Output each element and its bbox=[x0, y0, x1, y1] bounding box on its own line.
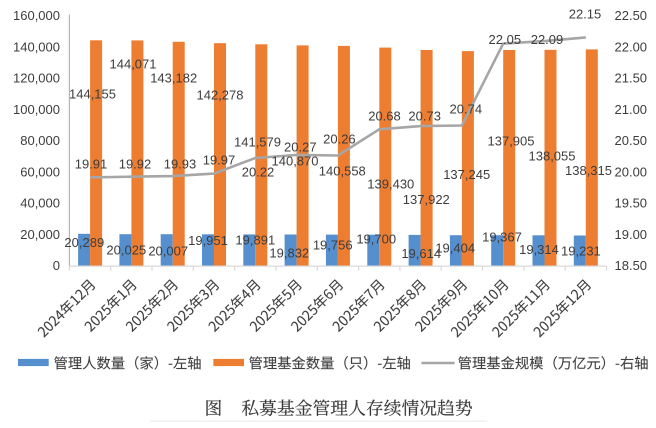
svg-text:80,000: 80,000 bbox=[20, 133, 60, 148]
svg-text:142,278: 142,278 bbox=[197, 88, 244, 103]
svg-text:143,182: 143,182 bbox=[150, 70, 197, 85]
svg-text:140,558: 140,558 bbox=[319, 163, 366, 178]
svg-text:19.97: 19.97 bbox=[203, 153, 236, 168]
svg-text:19.92: 19.92 bbox=[119, 156, 152, 171]
svg-text:22.05: 22.05 bbox=[489, 32, 522, 47]
svg-text:19.93: 19.93 bbox=[164, 156, 197, 171]
svg-text:141,579: 141,579 bbox=[234, 134, 281, 149]
svg-text:138,055: 138,055 bbox=[529, 148, 576, 163]
svg-text:60,000: 60,000 bbox=[20, 164, 60, 179]
svg-text:20.50: 20.50 bbox=[615, 133, 648, 148]
svg-text:22.50: 22.50 bbox=[615, 8, 648, 23]
svg-text:21.00: 21.00 bbox=[615, 102, 648, 117]
svg-text:19,231: 19,231 bbox=[561, 244, 601, 259]
svg-text:19,314: 19,314 bbox=[519, 242, 559, 257]
svg-text:20.22: 20.22 bbox=[242, 164, 275, 179]
svg-text:40,000: 40,000 bbox=[20, 196, 60, 211]
svg-text:100,000: 100,000 bbox=[13, 102, 60, 117]
svg-text:20.00: 20.00 bbox=[615, 164, 648, 179]
svg-text:20,007: 20,007 bbox=[148, 244, 188, 259]
svg-text:20,025: 20,025 bbox=[106, 243, 146, 258]
svg-text:160,000: 160,000 bbox=[13, 8, 60, 23]
svg-text:137,922: 137,922 bbox=[403, 192, 450, 207]
svg-text:139,430: 139,430 bbox=[367, 176, 414, 191]
svg-text:19.00: 19.00 bbox=[615, 227, 648, 242]
svg-text:21.50: 21.50 bbox=[615, 71, 648, 86]
svg-text:20.68: 20.68 bbox=[368, 109, 401, 124]
svg-text:144,071: 144,071 bbox=[110, 56, 157, 71]
svg-text:19,700: 19,700 bbox=[356, 231, 396, 246]
svg-text:0: 0 bbox=[53, 258, 60, 273]
svg-text:120,000: 120,000 bbox=[13, 71, 60, 86]
svg-text:20.74: 20.74 bbox=[450, 101, 483, 116]
svg-text:19,614: 19,614 bbox=[401, 246, 441, 261]
svg-text:18.50: 18.50 bbox=[615, 258, 648, 273]
svg-text:20.27: 20.27 bbox=[284, 139, 317, 154]
svg-text:140,870: 140,870 bbox=[272, 154, 319, 169]
svg-text:22.00: 22.00 bbox=[615, 39, 648, 54]
svg-text:20.26: 20.26 bbox=[323, 131, 356, 146]
svg-text:19,756: 19,756 bbox=[313, 238, 353, 253]
svg-text:20,000: 20,000 bbox=[20, 227, 60, 242]
svg-text:22.09: 22.09 bbox=[531, 32, 564, 47]
svg-text:138,315: 138,315 bbox=[565, 163, 612, 178]
svg-text:144,155: 144,155 bbox=[69, 86, 116, 101]
svg-text:19.91: 19.91 bbox=[75, 156, 108, 171]
svg-text:19,832: 19,832 bbox=[269, 246, 309, 261]
svg-text:20.73: 20.73 bbox=[408, 109, 441, 124]
svg-text:140,000: 140,000 bbox=[13, 39, 60, 54]
svg-text:19,891: 19,891 bbox=[235, 233, 275, 248]
svg-text:19,404: 19,404 bbox=[435, 240, 475, 255]
svg-text:19.50: 19.50 bbox=[615, 196, 648, 211]
svg-text:19,951: 19,951 bbox=[188, 233, 228, 248]
svg-text:137,245: 137,245 bbox=[443, 167, 490, 182]
svg-text:20,289: 20,289 bbox=[64, 235, 104, 250]
svg-text:137,905: 137,905 bbox=[488, 134, 535, 149]
svg-text:19,367: 19,367 bbox=[482, 230, 522, 245]
svg-text:22.15: 22.15 bbox=[569, 7, 602, 22]
